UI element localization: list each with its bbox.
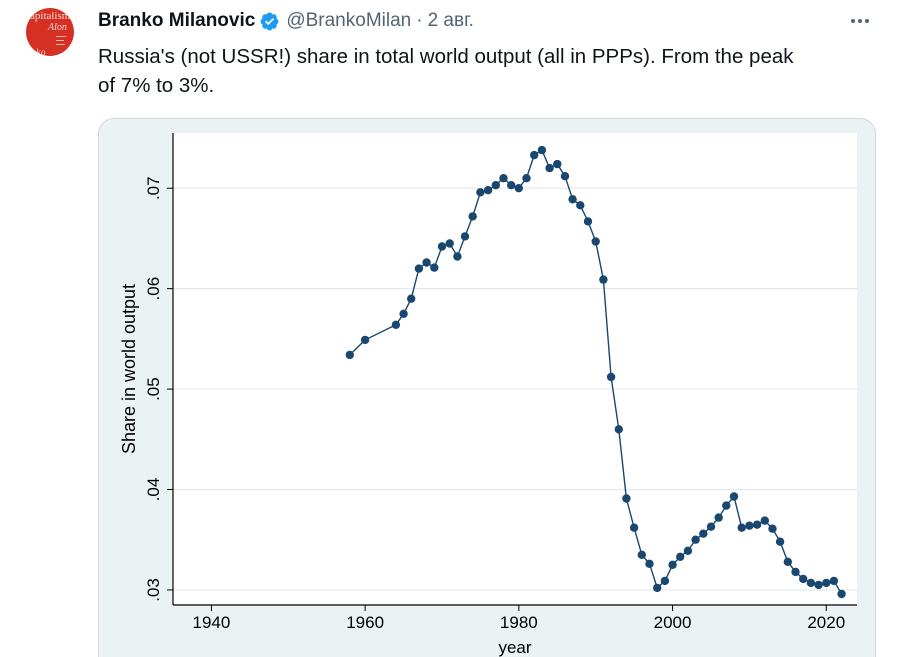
data-point bbox=[722, 501, 731, 510]
data-point bbox=[422, 258, 431, 267]
y-tick-label: .06 bbox=[144, 277, 163, 301]
data-point bbox=[691, 535, 700, 544]
data-point bbox=[614, 425, 623, 434]
more-options-icon[interactable] bbox=[846, 10, 874, 32]
data-point bbox=[799, 574, 808, 584]
data-point bbox=[345, 350, 354, 360]
tweet-media-chart[interactable]: .03 .04 .05 .06 .07 1940 1960 1980 2000 2020 Sha… bbox=[98, 118, 876, 657]
x-tick-label: 1980 bbox=[500, 613, 538, 632]
tweet-date[interactable]: 2 авг. bbox=[427, 10, 474, 31]
handle[interactable]: @BrankoMilan bbox=[286, 10, 412, 31]
data-point bbox=[445, 239, 454, 248]
data-point bbox=[760, 516, 769, 525]
avatar[interactable]: apitalism Alon nko bbox=[26, 8, 74, 56]
data-point bbox=[568, 195, 577, 204]
data-point bbox=[514, 184, 523, 193]
data-point bbox=[483, 186, 493, 195]
data-point bbox=[430, 263, 439, 272]
data-point bbox=[499, 174, 508, 183]
avatar-text-3: nko bbox=[32, 47, 46, 57]
data-point bbox=[706, 522, 716, 531]
data-point bbox=[453, 252, 462, 261]
data-point bbox=[806, 578, 816, 588]
y-tick-label: .05 bbox=[144, 377, 163, 401]
data-point bbox=[606, 372, 616, 382]
data-point bbox=[737, 523, 746, 532]
data-point bbox=[637, 550, 646, 559]
data-point bbox=[360, 335, 370, 345]
data-point bbox=[522, 174, 531, 183]
data-point bbox=[437, 242, 447, 251]
data-point bbox=[837, 589, 846, 599]
data-point bbox=[583, 217, 593, 226]
data-point bbox=[599, 275, 608, 284]
x-tick-label: 2020 bbox=[807, 613, 845, 632]
data-point bbox=[729, 492, 739, 501]
y-axis-title: Share in world output bbox=[119, 284, 139, 454]
data-point bbox=[660, 576, 670, 586]
data-point bbox=[768, 524, 777, 533]
data-point bbox=[668, 560, 677, 569]
tweet-header: Branko Milanovic @BrankoMilan · 2 авг. bbox=[98, 9, 474, 33]
data-point bbox=[553, 159, 562, 169]
y-tick-label: .04 bbox=[144, 478, 163, 502]
data-point bbox=[530, 150, 539, 160]
avatar-text-1: apitalism bbox=[30, 10, 71, 22]
verified-badge-icon[interactable] bbox=[259, 11, 280, 32]
data-point bbox=[822, 578, 831, 588]
data-point bbox=[683, 546, 693, 555]
x-tick-label: 2000 bbox=[654, 613, 692, 632]
data-point bbox=[576, 201, 585, 210]
data-point bbox=[714, 513, 723, 522]
data-point bbox=[629, 523, 639, 532]
line-chart: .03 .04 .05 .06 .07 1940 1960 1980 2000 2020 Sha… bbox=[119, 133, 857, 657]
data-point bbox=[622, 494, 631, 503]
plot-area bbox=[173, 133, 857, 605]
x-tick-label: 1960 bbox=[346, 613, 384, 632]
data-point bbox=[591, 237, 600, 246]
avatar-text-2: Alon bbox=[48, 22, 67, 33]
x-axis-ticks: 1940 1960 1980 2000 2020 bbox=[193, 605, 845, 632]
data-point bbox=[460, 232, 470, 241]
x-tick-label: 1940 bbox=[193, 613, 231, 632]
x-axis-title: year bbox=[498, 638, 531, 657]
data-point bbox=[745, 521, 754, 530]
data-point bbox=[645, 559, 654, 568]
data-point bbox=[414, 264, 424, 273]
data-point bbox=[560, 172, 570, 181]
tweet-text-line-2: of 7% to 3%. bbox=[98, 74, 215, 97]
data-point bbox=[537, 145, 547, 155]
data-point bbox=[391, 320, 401, 329]
data-point bbox=[814, 580, 823, 590]
tweet-text: Russia's (not USSR!) share in total worl… bbox=[98, 42, 888, 100]
data-point bbox=[407, 294, 416, 303]
data-point bbox=[676, 552, 685, 561]
data-point bbox=[399, 309, 408, 318]
data-point bbox=[783, 557, 792, 566]
tweet-text-line-1: Russia's (not USSR!) share in total worl… bbox=[98, 45, 794, 68]
data-point bbox=[699, 529, 708, 538]
data-point bbox=[491, 181, 500, 190]
data-point bbox=[653, 583, 662, 593]
data-point bbox=[791, 567, 800, 577]
data-point bbox=[476, 188, 485, 197]
series-markers bbox=[345, 145, 846, 599]
display-name[interactable]: Branko Milanovic bbox=[98, 10, 256, 31]
data-point bbox=[829, 576, 839, 586]
separator-dot: · bbox=[416, 10, 423, 31]
data-point bbox=[468, 212, 477, 221]
data-point bbox=[775, 537, 785, 546]
y-axis-ticks: .03 .04 .05 .06 .07 bbox=[144, 176, 173, 602]
y-tick-label: .07 bbox=[144, 176, 163, 200]
data-point bbox=[545, 163, 554, 173]
data-point bbox=[507, 181, 516, 190]
y-tick-label: .03 bbox=[144, 578, 163, 602]
data-point bbox=[752, 520, 762, 529]
